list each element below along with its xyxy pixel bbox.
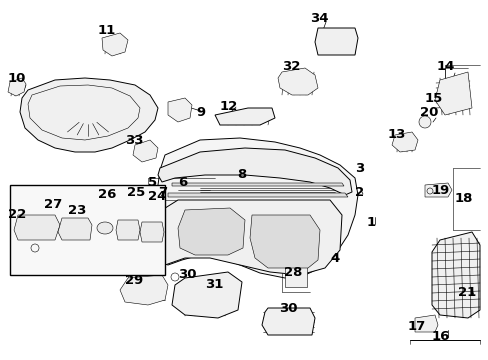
Polygon shape (140, 222, 163, 242)
Text: 4: 4 (329, 252, 339, 265)
Text: 24: 24 (148, 190, 166, 203)
Polygon shape (8, 78, 26, 96)
Text: 15: 15 (424, 91, 442, 104)
Polygon shape (215, 108, 274, 125)
Text: 5: 5 (148, 175, 157, 189)
Text: 16: 16 (431, 330, 449, 343)
Text: 20: 20 (419, 107, 437, 120)
Text: 6: 6 (178, 175, 187, 189)
Text: 22: 22 (8, 208, 26, 221)
Polygon shape (262, 308, 314, 335)
Polygon shape (178, 208, 244, 255)
Polygon shape (172, 183, 343, 186)
Polygon shape (168, 98, 192, 122)
Text: 11: 11 (98, 23, 116, 36)
Text: 26: 26 (98, 189, 116, 202)
Polygon shape (172, 272, 242, 318)
Polygon shape (249, 215, 319, 268)
Polygon shape (158, 200, 341, 275)
Text: 9: 9 (196, 105, 204, 118)
Polygon shape (20, 78, 158, 152)
Polygon shape (116, 220, 140, 240)
Polygon shape (102, 33, 128, 56)
Circle shape (418, 116, 430, 128)
Polygon shape (278, 68, 317, 95)
Text: 1: 1 (366, 216, 375, 229)
Text: 30: 30 (279, 302, 297, 315)
Polygon shape (431, 232, 479, 318)
Text: 32: 32 (282, 60, 300, 73)
Text: 19: 19 (431, 184, 449, 198)
Polygon shape (168, 193, 347, 197)
Polygon shape (391, 132, 417, 152)
Polygon shape (314, 28, 357, 55)
Text: 23: 23 (68, 203, 86, 216)
Text: 12: 12 (220, 100, 238, 113)
Text: 33: 33 (125, 134, 143, 147)
Polygon shape (14, 215, 60, 240)
Text: 30: 30 (178, 267, 196, 280)
Text: 14: 14 (436, 60, 454, 73)
Polygon shape (424, 183, 451, 197)
Bar (285, 267, 306, 287)
Polygon shape (414, 315, 437, 332)
Text: 3: 3 (354, 162, 364, 175)
Text: 7: 7 (158, 186, 167, 199)
Polygon shape (120, 275, 168, 305)
Text: 13: 13 (387, 129, 406, 141)
Text: 34: 34 (309, 12, 328, 24)
Polygon shape (58, 218, 92, 240)
Ellipse shape (97, 222, 113, 234)
Text: 10: 10 (8, 72, 26, 85)
Polygon shape (158, 148, 351, 195)
Text: 18: 18 (454, 192, 472, 204)
Text: 17: 17 (407, 320, 426, 333)
Text: 28: 28 (284, 266, 302, 279)
Polygon shape (148, 138, 357, 278)
Text: 21: 21 (457, 287, 475, 300)
Text: 29: 29 (125, 274, 143, 287)
Text: 25: 25 (127, 185, 145, 198)
Text: 27: 27 (44, 198, 62, 211)
Text: 8: 8 (237, 168, 246, 181)
Polygon shape (133, 140, 158, 162)
Polygon shape (434, 72, 471, 115)
Text: 31: 31 (204, 278, 223, 291)
Text: 2: 2 (354, 186, 364, 199)
Bar (10, 185, 164, 275)
